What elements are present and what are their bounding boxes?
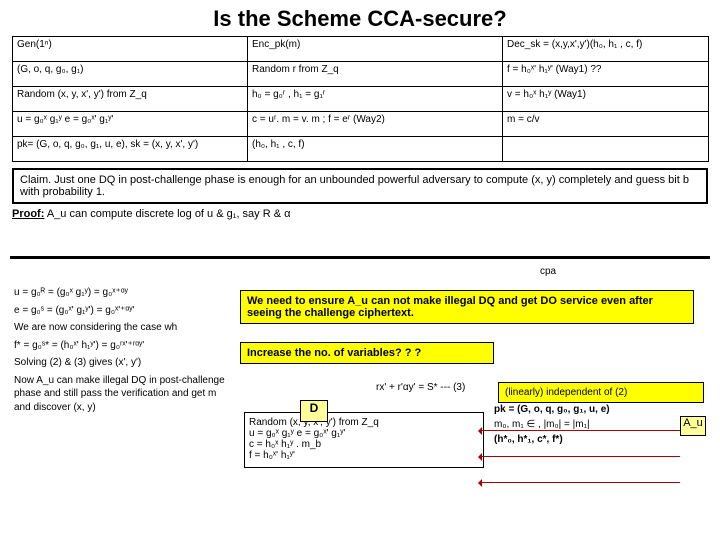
proof-line: Proof: A_u can compute discrete log of u… xyxy=(12,208,708,220)
d-l4: f = h₀ˣ' h₁ʸ' xyxy=(249,450,479,461)
cell-r2c0: Random (x, y, x', y') from Z_q xyxy=(13,87,248,112)
cell-r3c2: m = c/v xyxy=(503,112,709,137)
cell-r0c2: Dec_sk = (x,y,x',y')(h₀, h₁ , c, f) xyxy=(503,37,709,62)
arrow-ct xyxy=(480,482,680,483)
cell-r4c1: (h₀, h₁ , c, f) xyxy=(248,137,503,162)
scheme-table: Gen(1ⁿ) Enc_pk(m) Dec_sk = (x,y,x',y')(h… xyxy=(12,36,709,162)
cell-r0c0: Gen(1ⁿ) xyxy=(13,37,248,62)
d-l1: Random (x, y, x', y') from Z_q xyxy=(249,417,479,428)
highlight-increase: Increase the no. of variables? ? ? xyxy=(240,342,494,364)
right-l2: m₀, m₁ ∈ , |m₀| = |m₁| xyxy=(494,419,700,430)
eq3: rx' + r'αy' = S* --- (3) xyxy=(376,382,465,393)
left-l3: We are now considering the case wh xyxy=(14,321,234,335)
right-l3: (h*₀, h*₁, c*, f*) xyxy=(494,434,700,445)
cell-r1c2: f = h₀ˣ' h₁ʸ' (Way1) ?? xyxy=(503,62,709,87)
cell-r4c2 xyxy=(503,137,709,162)
cell-r2c2: v = h₀ˣ h₁ʸ (Way1) xyxy=(503,87,709,112)
arrow-m xyxy=(480,456,680,457)
cell-r4c0: pk= (G, o, q, g₀, g₁, u, e), sk = (x, y,… xyxy=(13,137,248,162)
cell-r0c1: Enc_pk(m) xyxy=(248,37,503,62)
right-l1: pk = (G, o, q, g₀, g₁, u, e) xyxy=(494,404,700,415)
cell-r1c1: Random r from Z_q xyxy=(248,62,503,87)
highlight-main: We need to ensure A_u can not make illeg… xyxy=(240,290,694,324)
proof-first: A_u can compute discrete log of u & g₁, … xyxy=(47,208,291,220)
d-header: D xyxy=(300,400,328,422)
slide-title: Is the Scheme CCA-secure? xyxy=(0,0,720,36)
left-l4: f* = g₀ˢ* = (h₀ˣ' h₁ʸ') = g₀ʳˣ'⁺ʳᵅʸ' xyxy=(14,339,234,353)
cell-r3c0: u = g₀ˣ g₁ʸ e = g₀ˣ' g₁ʸ' xyxy=(13,112,248,137)
d-l2: u = g₀ˣ g₁ʸ e = g₀ˣ' g₁ʸ' xyxy=(249,428,479,439)
left-derivation: u = g₀ᴿ = (g₀ˣ g₁ʸ) = g₀ˣ⁺ᵅʸ e = g₀ˢ = (… xyxy=(14,286,234,418)
d-l3: c = h₀ˣ h₁ʸ . m_b xyxy=(249,439,479,450)
left-l5: Solving (2) & (3) gives (x', y') xyxy=(14,356,234,370)
cell-r2c1: h₀ = g₀ʳ , h₁ = g₁ʳ xyxy=(248,87,503,112)
left-l2: e = g₀ˢ = (g₀ˣ' g₁ʸ') = g₀ˣ'⁺ᵅʸ' xyxy=(14,304,234,318)
d-box: Random (x, y, x', y') from Z_q u = g₀ˣ g… xyxy=(244,412,484,468)
left-l1: u = g₀ᴿ = (g₀ˣ g₁ʸ) = g₀ˣ⁺ᵅʸ xyxy=(14,286,234,300)
highlight-independent: (linearly) independent of (2) xyxy=(498,382,704,403)
divider xyxy=(10,256,710,259)
cell-r3c1: c = uʳ. m = v. m ; f = eʳ (Way2) xyxy=(248,112,503,137)
adversary-box: A_u xyxy=(680,416,706,436)
right-flow: pk = (G, o, q, g₀, g₁, u, e) m₀, m₁ ∈ , … xyxy=(494,404,700,449)
claim-box: Claim. Just one DQ in post-challenge pha… xyxy=(12,168,708,204)
cell-r1c0: (G, o, q, g₀, g₁) xyxy=(13,62,248,87)
cpa-label: cpa xyxy=(540,266,556,277)
arrow-pk xyxy=(480,430,680,431)
left-l6: Now A_u can make illegal DQ in post-chal… xyxy=(14,374,234,415)
proof-label: Proof: xyxy=(12,208,44,220)
